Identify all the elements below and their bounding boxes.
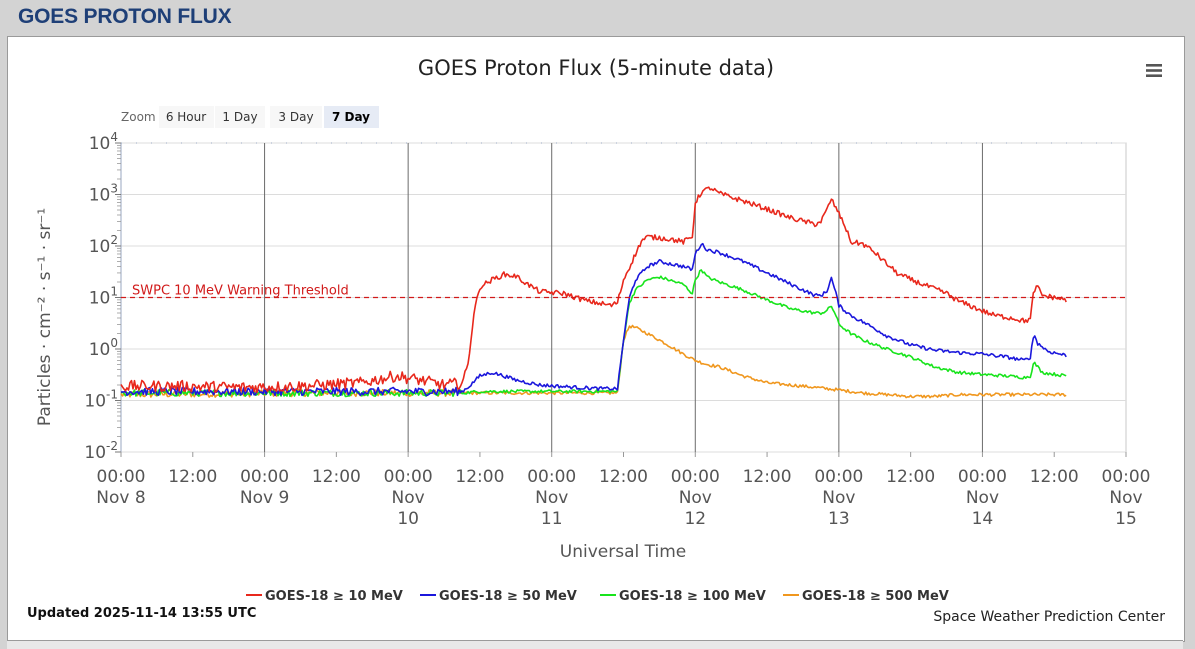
legend-item[interactable]: GOES-18 ≥ 100 MeV bbox=[600, 589, 766, 604]
y-minor-ticks bbox=[117, 144, 121, 437]
y-tick-label: 103 bbox=[89, 182, 118, 206]
y-tick-label: 102 bbox=[89, 233, 118, 257]
svg-text:3 Day: 3 Day bbox=[278, 110, 313, 124]
x-tick-label: 00:00 bbox=[958, 467, 1007, 487]
x-tick-label: 12:00 bbox=[312, 467, 361, 487]
x-tick-label: 12:00 bbox=[1030, 467, 1079, 487]
bottom-panel-edge bbox=[7, 640, 1183, 649]
x-tick-label: 00:00 bbox=[240, 467, 289, 487]
x-tick-label: 00:00 bbox=[384, 467, 433, 487]
x-tick-label: 10 bbox=[397, 509, 419, 529]
x-tick-label: Nov bbox=[679, 488, 712, 508]
x-tick-label: 12 bbox=[684, 509, 706, 529]
x-tick-label: 00:00 bbox=[527, 467, 576, 487]
x-tick-label: 00:00 bbox=[1102, 467, 1151, 487]
page-title: GOES PROTON FLUX bbox=[18, 5, 232, 28]
x-tick-label: 12:00 bbox=[886, 467, 935, 487]
proton-flux-chart: GOES Proton Flux (5-minute data) Zoom 6 … bbox=[27, 56, 1165, 625]
x-tick-label: Nov 9 bbox=[240, 488, 289, 508]
chart-title: GOES Proton Flux (5-minute data) bbox=[418, 56, 774, 80]
y-axis-label: Particles · cm⁻² · s⁻¹ · sr⁻¹ bbox=[35, 208, 55, 426]
x-tick-label: 00:00 bbox=[671, 467, 720, 487]
day-divider-lines bbox=[264, 143, 983, 452]
legend-item[interactable]: GOES-18 ≥ 10 MeV bbox=[246, 589, 403, 604]
y-tick-label: 104 bbox=[89, 130, 118, 154]
svg-text:1 Day: 1 Day bbox=[222, 110, 257, 124]
legend-item[interactable]: GOES-18 ≥ 50 MeV bbox=[420, 589, 577, 604]
y-tick-label: 10-2 bbox=[84, 439, 118, 463]
series-line-2 bbox=[120, 269, 1067, 398]
x-tick-label: 15 bbox=[1115, 509, 1137, 529]
updated-timestamp: Updated 2025-11-14 13:55 UTC bbox=[27, 606, 256, 621]
legend-label: GOES-18 ≥ 100 MeV bbox=[619, 589, 766, 604]
legend-item[interactable]: GOES-18 ≥ 500 MeV bbox=[783, 589, 949, 604]
x-tick-label: 12:00 bbox=[168, 467, 217, 487]
x-axis-label: Universal Time bbox=[560, 542, 686, 562]
x-tick-label: 11 bbox=[541, 509, 563, 529]
svg-text:6 Hour: 6 Hour bbox=[166, 110, 206, 124]
threshold-label: SWPC 10 MeV Warning Threshold bbox=[132, 284, 349, 299]
threshold-layer: SWPC 10 MeV Warning Threshold bbox=[121, 284, 1126, 299]
zoom-button-7-day[interactable]: 7 Day bbox=[324, 106, 379, 128]
y-tick-label: 101 bbox=[89, 285, 118, 309]
x-tick-label: 14 bbox=[972, 509, 994, 529]
svg-text:7 Day: 7 Day bbox=[332, 110, 370, 124]
x-tick-label: Nov bbox=[966, 488, 999, 508]
credit-text: Space Weather Prediction Center bbox=[933, 609, 1165, 625]
hamburger-menu-icon[interactable] bbox=[1146, 64, 1162, 77]
x-tick-label: 12:00 bbox=[743, 467, 792, 487]
zoom-label: Zoom bbox=[121, 110, 156, 124]
legend-label: GOES-18 ≥ 500 MeV bbox=[802, 589, 949, 604]
series-line-0 bbox=[120, 186, 1067, 394]
x-tick-label: 00:00 bbox=[97, 467, 146, 487]
x-tick-label: 12:00 bbox=[455, 467, 504, 487]
legend-label: GOES-18 ≥ 10 MeV bbox=[265, 589, 403, 604]
page-header: GOES PROTON FLUX bbox=[0, 0, 1195, 36]
series-line-1 bbox=[120, 242, 1067, 397]
x-tick-label: Nov 8 bbox=[96, 488, 145, 508]
y-tick-label: 10-1 bbox=[84, 388, 118, 412]
x-tick-label: 00:00 bbox=[814, 467, 863, 487]
x-tick-label: Nov bbox=[392, 488, 425, 508]
x-tick-label: Nov bbox=[1109, 488, 1142, 508]
x-tick-label: Nov bbox=[535, 488, 568, 508]
zoom-button-3-day[interactable]: 3 Day bbox=[270, 106, 322, 128]
zoom-button-1-day[interactable]: 1 Day bbox=[215, 106, 265, 128]
y-tick-label: 100 bbox=[89, 336, 118, 360]
zoom-bar: Zoom 6 Hour 1 Day 3 Day 7 Day bbox=[121, 106, 379, 128]
x-tick-label: Nov bbox=[822, 488, 855, 508]
x-tick-label: 13 bbox=[828, 509, 850, 529]
legend: GOES-18 ≥ 10 MeV GOES-18 ≥ 50 MeV GOES-18 … bbox=[246, 589, 949, 604]
zoom-button-6-hour[interactable]: 6 Hour bbox=[159, 106, 214, 128]
legend-label: GOES-18 ≥ 50 MeV bbox=[439, 589, 577, 604]
y-axis-tick-labels: 10-2 10-1 100 101 102 103 104 bbox=[84, 130, 121, 463]
chart-panel: GOES Proton Flux (5-minute data) Zoom 6 … bbox=[7, 36, 1185, 642]
series-layer bbox=[120, 186, 1067, 399]
x-tick-label: 12:00 bbox=[599, 467, 648, 487]
